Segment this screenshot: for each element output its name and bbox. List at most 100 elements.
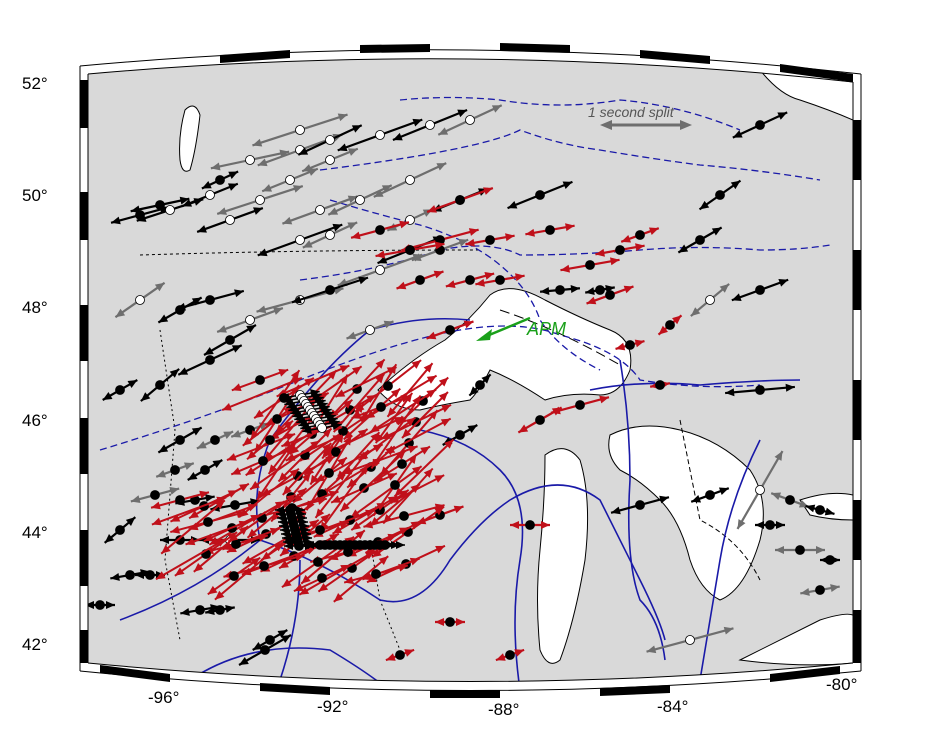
arrowhead-icon	[309, 519, 319, 529]
arrowhead-icon	[800, 587, 810, 596]
arrowhead-icon	[370, 432, 380, 442]
arrowhead-icon	[239, 657, 249, 665]
station-filled-icon	[195, 605, 205, 615]
arrowhead-icon	[115, 308, 126, 318]
split-arrow	[649, 380, 671, 390]
arrowhead-icon	[231, 345, 242, 353]
arrowhead-icon	[281, 439, 292, 447]
arrowhead-icon	[396, 450, 406, 460]
lon-label-80: -80°	[826, 675, 857, 694]
split-arrow	[350, 220, 410, 240]
arrowhead-icon	[483, 187, 493, 195]
arrowhead-icon	[155, 571, 166, 580]
arrowhead-icon	[130, 495, 141, 504]
state-border	[139, 249, 481, 256]
split-arrow	[560, 257, 620, 273]
arrowhead-icon	[169, 368, 180, 378]
station-filled-icon	[225, 335, 235, 345]
arrowhead-icon	[127, 380, 138, 388]
station-filled-icon	[260, 645, 270, 655]
arrowhead-icon	[440, 418, 451, 427]
arrowhead-icon	[771, 492, 782, 500]
lat-label-48: 48°	[22, 298, 48, 317]
arrowhead-icon	[106, 601, 115, 609]
arrowhead-icon	[339, 520, 349, 529]
station-filled-icon	[255, 375, 265, 385]
arrowhead-icon	[816, 546, 825, 554]
arrowhead-icon	[262, 184, 273, 192]
arrowhead-icon	[204, 347, 214, 355]
arrowhead-icon	[491, 105, 502, 113]
arrowhead-icon	[273, 307, 283, 315]
split-arrow	[346, 320, 394, 340]
lake-ontario-water	[799, 492, 853, 521]
lake-michigan-water	[537, 448, 589, 664]
split-arrow	[365, 540, 405, 550]
arrowhead-icon	[412, 118, 423, 127]
arrowhead-icon	[293, 493, 303, 503]
arrowhead-icon	[310, 474, 319, 485]
arrowhead-icon	[278, 472, 288, 482]
arrowhead-icon	[621, 235, 632, 243]
arrowhead-icon	[210, 162, 221, 171]
station-open-icon	[365, 325, 375, 335]
arrowhead-icon	[242, 437, 253, 446]
arrowhead-icon	[332, 223, 343, 232]
arrowhead-icon	[209, 536, 220, 545]
arrowhead-icon	[284, 447, 295, 455]
arrowhead-icon	[699, 200, 710, 210]
arrowhead-icon	[381, 185, 392, 193]
basin-axis-line	[499, 309, 621, 366]
split-arrow	[249, 439, 321, 491]
arrowhead-icon	[278, 369, 289, 377]
station-open-icon	[325, 155, 335, 165]
arrowhead-icon	[193, 562, 204, 572]
hudson-bay-water	[758, 69, 853, 121]
arrowhead-icon	[434, 241, 445, 250]
arrowhead-icon	[222, 403, 232, 411]
split-arrow	[539, 285, 581, 295]
longitude-labels: -96° -92° -88° -84° -80°	[148, 675, 857, 719]
arrowhead-icon	[525, 228, 535, 237]
terrane-boundary-dashed	[99, 325, 761, 451]
arrowhead-icon	[170, 525, 181, 534]
split-arrow	[298, 550, 376, 596]
arrowhead-icon	[191, 427, 202, 436]
arrowhead-icon	[409, 557, 420, 566]
latitude-labels: 52° 50° 48° 46° 44° 42°	[22, 74, 48, 654]
arrowhead-icon	[185, 537, 196, 546]
split-arrow	[595, 243, 645, 257]
arrowhead-icon	[217, 207, 227, 215]
arrowhead-icon	[292, 377, 302, 385]
station-open-icon	[375, 130, 385, 140]
arrowhead-icon	[136, 214, 147, 222]
arrowhead-icon	[360, 541, 369, 549]
split-arrow	[238, 634, 292, 666]
arrowhead-icon	[227, 183, 238, 191]
split-arrow	[231, 368, 289, 392]
split-arrow	[196, 430, 234, 450]
arrowhead-icon	[305, 542, 314, 550]
arrowhead-icon	[371, 548, 382, 558]
split-arrow	[437, 104, 503, 136]
station-filled-icon	[210, 435, 220, 445]
arrowhead-icon	[269, 527, 280, 536]
arrowhead-icon	[658, 325, 668, 335]
split-arrow	[510, 520, 550, 530]
arrowhead-icon	[214, 590, 225, 600]
arrowhead-icon	[154, 282, 165, 292]
arrowhead-icon	[599, 395, 609, 404]
split-arrow	[130, 486, 180, 504]
station-filled-icon	[380, 540, 390, 550]
arrowhead-icon	[444, 439, 454, 449]
station-filled-icon	[665, 320, 675, 330]
arrowhead-icon	[280, 547, 290, 556]
arrowhead-icon	[158, 444, 169, 453]
arrowhead-icon	[755, 521, 764, 529]
arrowhead-icon	[445, 280, 456, 289]
split-arrow	[426, 186, 494, 214]
split-arrow	[354, 359, 422, 413]
arrowhead-icon	[350, 541, 359, 549]
split-arrow	[246, 487, 308, 539]
arrowhead-icon	[299, 586, 310, 595]
